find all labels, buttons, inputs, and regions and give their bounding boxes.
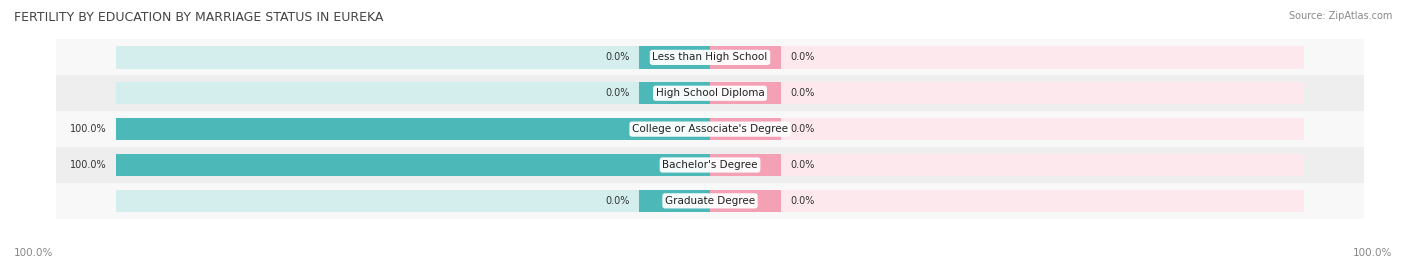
Text: Source: ZipAtlas.com: Source: ZipAtlas.com bbox=[1288, 11, 1392, 21]
Text: 0.0%: 0.0% bbox=[606, 196, 630, 206]
Bar bbox=[710, 82, 782, 104]
Bar bbox=[115, 118, 710, 140]
Bar bbox=[710, 190, 782, 212]
Text: 0.0%: 0.0% bbox=[606, 52, 630, 62]
Bar bbox=[56, 111, 1364, 147]
Bar bbox=[710, 154, 1305, 176]
Text: 100.0%: 100.0% bbox=[70, 160, 107, 170]
Bar bbox=[710, 46, 782, 69]
Bar bbox=[638, 190, 710, 212]
Text: Less than High School: Less than High School bbox=[652, 52, 768, 62]
Text: 100.0%: 100.0% bbox=[70, 124, 107, 134]
Bar bbox=[638, 46, 710, 69]
Bar bbox=[56, 40, 1364, 75]
Bar bbox=[115, 154, 710, 176]
Text: 0.0%: 0.0% bbox=[790, 160, 814, 170]
Bar bbox=[56, 183, 1364, 219]
Bar bbox=[115, 118, 710, 140]
Text: 0.0%: 0.0% bbox=[790, 52, 814, 62]
Bar bbox=[115, 190, 710, 212]
Bar bbox=[56, 75, 1364, 111]
Text: Bachelor's Degree: Bachelor's Degree bbox=[662, 160, 758, 170]
Text: College or Associate's Degree: College or Associate's Degree bbox=[633, 124, 787, 134]
Bar bbox=[115, 154, 710, 176]
Bar bbox=[115, 46, 710, 69]
Text: 100.0%: 100.0% bbox=[1353, 248, 1392, 258]
Bar bbox=[56, 147, 1364, 183]
Bar bbox=[710, 82, 1305, 104]
Text: 0.0%: 0.0% bbox=[606, 88, 630, 98]
Text: 0.0%: 0.0% bbox=[790, 124, 814, 134]
Text: High School Diploma: High School Diploma bbox=[655, 88, 765, 98]
Bar bbox=[638, 82, 710, 104]
Text: 0.0%: 0.0% bbox=[790, 88, 814, 98]
Bar bbox=[710, 118, 1305, 140]
Bar bbox=[710, 190, 1305, 212]
Text: 100.0%: 100.0% bbox=[14, 248, 53, 258]
Bar bbox=[710, 118, 782, 140]
Text: FERTILITY BY EDUCATION BY MARRIAGE STATUS IN EUREKA: FERTILITY BY EDUCATION BY MARRIAGE STATU… bbox=[14, 11, 384, 24]
Text: 0.0%: 0.0% bbox=[790, 196, 814, 206]
Bar bbox=[710, 46, 1305, 69]
Text: Graduate Degree: Graduate Degree bbox=[665, 196, 755, 206]
Bar bbox=[710, 154, 782, 176]
Bar bbox=[115, 82, 710, 104]
